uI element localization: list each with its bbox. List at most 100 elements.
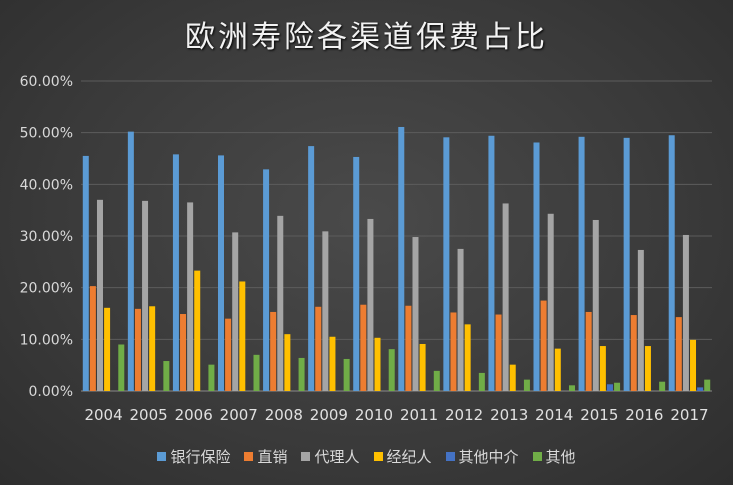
bar — [263, 169, 270, 391]
bar — [614, 382, 621, 391]
bar — [682, 234, 689, 391]
legend-label: 代理人 — [314, 448, 360, 466]
x-tick-label: 2015 — [580, 406, 618, 424]
bar — [457, 248, 464, 391]
bar — [118, 344, 125, 391]
x-tick-label: 2008 — [265, 406, 303, 424]
bar — [488, 135, 495, 391]
bar — [630, 315, 637, 391]
bar — [644, 346, 651, 391]
bar — [277, 215, 284, 391]
bar — [239, 281, 246, 391]
bar — [298, 357, 305, 391]
bar — [163, 361, 170, 391]
x-tick-label: 2011 — [400, 406, 438, 424]
legend-swatch — [244, 452, 254, 461]
bar — [464, 324, 471, 391]
bar — [412, 237, 419, 391]
bar — [187, 202, 194, 391]
bar — [495, 314, 502, 391]
bar — [405, 305, 412, 391]
bar — [540, 300, 547, 391]
y-tick-label: 40.00% — [20, 177, 73, 193]
y-tick-label: 20.00% — [20, 281, 73, 297]
bar — [172, 154, 179, 391]
y-tick-label: 0.00% — [29, 384, 73, 400]
bar — [668, 135, 675, 391]
bar — [606, 384, 613, 391]
legend-swatch — [157, 452, 167, 461]
x-tick-label: 2014 — [535, 406, 573, 424]
bar — [578, 136, 585, 391]
bar — [149, 306, 156, 391]
bar — [322, 231, 329, 391]
bar — [225, 318, 232, 391]
x-tick-label: 2006 — [175, 406, 213, 424]
bar — [134, 308, 141, 391]
legend-swatch — [373, 452, 383, 461]
bar — [675, 317, 682, 391]
bar — [353, 156, 360, 391]
legend-label: 其他中介 — [458, 448, 519, 466]
legend-label: 直销 — [257, 448, 288, 466]
bar — [659, 381, 666, 391]
legend-swatch — [445, 452, 455, 461]
x-tick-label: 2010 — [355, 406, 393, 424]
bar — [547, 213, 554, 391]
bar — [502, 203, 509, 391]
bar — [208, 364, 215, 391]
bar — [374, 337, 381, 391]
bar — [96, 199, 103, 391]
bar — [599, 346, 606, 391]
bar — [253, 354, 260, 391]
legend-item: 银行保险 — [157, 446, 230, 467]
bar — [554, 348, 561, 391]
legend-item: 代理人 — [301, 446, 360, 467]
x-tick-label: 2009 — [310, 406, 348, 424]
legend-item: 直销 — [244, 446, 287, 467]
bar — [194, 270, 201, 391]
bar — [704, 379, 711, 391]
legend-label: 经纪人 — [386, 448, 432, 466]
legend-swatch — [301, 452, 311, 461]
bar — [180, 314, 187, 391]
bar — [637, 249, 644, 391]
bar — [315, 306, 322, 391]
legend: 银行保险 直销 代理人 经纪人 其他中介 其他 — [0, 446, 733, 467]
x-tick-label: 2016 — [625, 406, 663, 424]
bar — [343, 358, 350, 391]
bar — [127, 131, 134, 391]
x-tick-label: 2017 — [670, 406, 708, 424]
bar — [690, 339, 697, 391]
legend-item: 经纪人 — [373, 446, 432, 467]
bar — [89, 286, 96, 391]
x-tick-label: 2004 — [84, 406, 122, 424]
bar — [232, 232, 239, 391]
bar — [509, 364, 516, 391]
x-tick-label: 2012 — [445, 406, 483, 424]
legend-label: 银行保险 — [170, 448, 231, 466]
bar — [533, 142, 540, 391]
legend-item: 其他 — [532, 446, 576, 467]
bar — [308, 146, 315, 391]
bar — [82, 155, 89, 391]
legend-item: 其他中介 — [445, 446, 519, 467]
bar — [329, 336, 336, 391]
bar — [104, 307, 111, 391]
bar — [523, 379, 530, 391]
bar — [360, 304, 367, 391]
bar — [388, 349, 395, 391]
y-tick-label: 60.00% — [20, 74, 73, 90]
x-tick-label: 2007 — [220, 406, 258, 424]
bar — [623, 137, 630, 391]
chart-title: 欧洲寿险各渠道保费占比 — [185, 20, 548, 55]
bar — [585, 311, 592, 391]
bar — [419, 343, 426, 391]
bar — [284, 334, 291, 391]
bar — [218, 155, 224, 391]
bar — [398, 126, 405, 391]
legend-swatch — [532, 452, 542, 461]
bar — [367, 218, 374, 391]
